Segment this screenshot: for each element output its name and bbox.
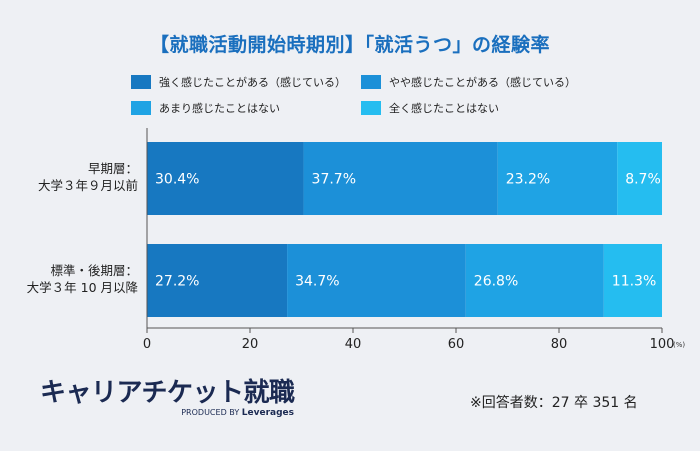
x-tick-label-100: 100 bbox=[650, 337, 675, 352]
logo-subtext: PRODUCED BY Leverages bbox=[181, 408, 294, 418]
x-tick-label-80: 80 bbox=[551, 337, 568, 352]
legend: 強く感じたことがある（感じている） やや感じたことがある（感じている） あまり感… bbox=[131, 74, 591, 116]
legend-item-never: 全く感じたことはない bbox=[361, 100, 591, 116]
brand-logo: キャリアチケット就職 PRODUCED BY Leverages bbox=[40, 372, 300, 428]
respondent-note: ※回答者数：27 卒 351 名 bbox=[470, 395, 638, 411]
legend-item-somewhat: やや感じたことがある（感じている） bbox=[361, 74, 591, 90]
logo-produced-by: PRODUCED BY bbox=[181, 408, 240, 417]
chart-title: 【就職活動開始時期別】「就活うつ」の経験率 bbox=[149, 34, 550, 56]
category-label-row-1-line-1: 早期層： bbox=[88, 161, 138, 176]
bar-value-label-strong-row-2: 27.2% bbox=[155, 274, 199, 290]
bar-segment-strong-row-2 bbox=[147, 244, 288, 317]
x-tick-label-60: 60 bbox=[448, 337, 465, 352]
legend-label-never: 全く感じたことはない bbox=[389, 102, 499, 115]
bars-group: 30.4% 37.7% 23.2% 8.7% 27.2% 34.7% 26.8% 11.3% bbox=[147, 142, 662, 317]
legend-label-somewhat: やや感じたことがある（感じている） bbox=[389, 76, 576, 89]
bar-value-label-never-row-1: 8.7% bbox=[625, 172, 661, 188]
bar-value-label-never-row-2: 11.3% bbox=[612, 274, 656, 290]
x-tick-label-40: 40 bbox=[345, 337, 362, 352]
legend-item-strong: 強く感じたことがある（感じている） bbox=[131, 74, 361, 90]
bar-value-label-not-much-row-1: 23.2% bbox=[506, 172, 550, 188]
bar-segment-somewhat-row-1 bbox=[303, 142, 498, 215]
bar-segment-not-much-row-1 bbox=[497, 142, 618, 215]
bar-segment-not-much-row-2 bbox=[465, 244, 604, 317]
bar-segment-strong-row-1 bbox=[147, 142, 304, 215]
legend-swatch-strong bbox=[131, 75, 151, 89]
bar-value-label-not-much-row-2: 26.8% bbox=[474, 274, 518, 290]
legend-label-strong: 強く感じたことがある（感じている） bbox=[159, 76, 346, 89]
bar-value-label-strong-row-1: 30.4% bbox=[155, 172, 199, 188]
legend-swatch-not-much bbox=[131, 101, 151, 115]
legend-item-not-much: あまり感じたことはない bbox=[131, 100, 361, 116]
logo-wordmark: キャリアチケット就職 bbox=[40, 378, 295, 408]
x-tick-label-20: 20 bbox=[242, 337, 259, 352]
logo-brand-name: Leverages bbox=[241, 408, 294, 418]
category-label-row-2-line-2: 大学３年 10 月以降 bbox=[27, 280, 139, 295]
x-tick-label-0: 0 bbox=[143, 337, 151, 352]
category-label-row-2-line-1: 標準・後期層： bbox=[50, 263, 138, 278]
bar-value-label-somewhat-row-2: 34.7% bbox=[295, 274, 339, 290]
bar-segment-never-row-2 bbox=[603, 244, 662, 317]
legend-swatch-somewhat bbox=[361, 75, 381, 89]
x-axis-group: 0 20 40 60 80 100(%) bbox=[143, 128, 685, 352]
x-axis-unit: (%) bbox=[673, 341, 685, 349]
bar-segment-never-row-1 bbox=[617, 142, 662, 215]
bar-segment-somewhat-row-2 bbox=[287, 244, 466, 317]
legend-swatch-never bbox=[361, 101, 381, 115]
category-label-row-1-line-2: 大学３年９月以前 bbox=[38, 178, 138, 193]
bar-value-label-somewhat-row-1: 37.7% bbox=[312, 172, 356, 188]
legend-label-not-much: あまり感じたことはない bbox=[159, 102, 280, 115]
